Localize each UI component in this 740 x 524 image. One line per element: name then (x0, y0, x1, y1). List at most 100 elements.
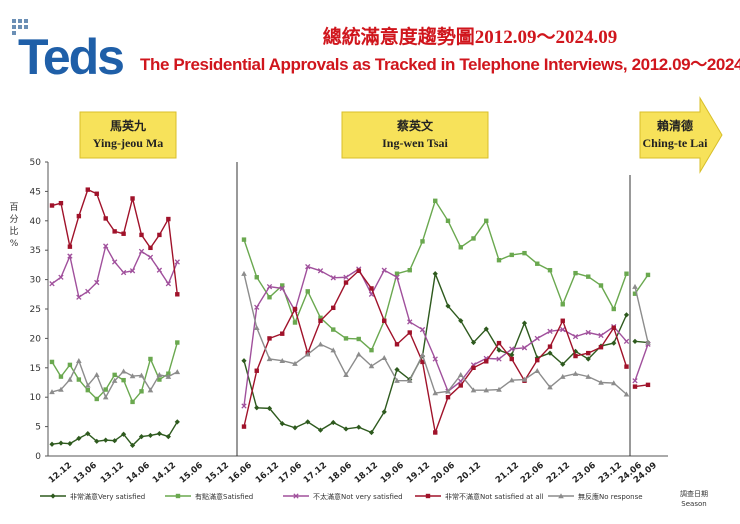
no-response-point (165, 373, 172, 379)
y-tick-label: 40 (30, 217, 42, 227)
no-response-point (138, 372, 145, 378)
x-tick-label: 15.12 (204, 461, 231, 486)
satisfied-point (356, 336, 361, 342)
not-satisfied-at-all-point (535, 357, 540, 363)
x-tick-label: 19.12 (405, 461, 432, 486)
not-very-satisfied-point (343, 274, 349, 280)
very-satisfied-point (483, 326, 489, 332)
no-response-point (521, 376, 528, 382)
very-satisfied-point (156, 431, 162, 437)
not-very-satisfied-point (547, 328, 553, 335)
satisfied-point (471, 236, 476, 241)
not-very-satisfied-point (111, 259, 118, 265)
very-satisfied-point (305, 419, 311, 425)
no-response-point (419, 352, 426, 358)
not-satisfied-at-all-point (85, 187, 90, 192)
no-response-point (76, 357, 82, 363)
satisfied-point (573, 270, 578, 276)
satisfied-point (560, 302, 565, 307)
no-response-point (93, 372, 100, 378)
very-satisfied-point (103, 437, 109, 443)
very-satisfied-point (496, 347, 502, 353)
x-tick-label: 13.06 (72, 461, 99, 486)
not-satisfied-at-all-point (331, 305, 336, 311)
no-response-point (572, 370, 579, 376)
not-satisfied-at-all-point (573, 353, 578, 359)
very-satisfied-point (76, 435, 82, 441)
no-response-point (147, 387, 154, 393)
not-satisfied-at-all-point (166, 216, 171, 222)
y-tick-label: 45 (30, 187, 41, 197)
satisfied-point (94, 396, 99, 402)
satisfied-point (458, 245, 463, 250)
no-response-point (534, 367, 541, 373)
no-response-point (585, 373, 592, 379)
legend: 非常滿意Very satisfied 有點滿意Satisfied 不太滿意Not v… (40, 492, 643, 501)
no-response-point (304, 351, 311, 357)
no-response-point (120, 368, 127, 374)
series-line (634, 274, 649, 295)
banner-ma-en: Ying-jeou Ma (93, 136, 164, 150)
very-satisfied-point (94, 438, 100, 444)
x-axis-label: 調查日期 Season (680, 489, 708, 508)
not-satisfied-at-all-point (103, 216, 108, 221)
satisfied-point (121, 377, 126, 383)
not-satisfied-at-all-point (67, 244, 73, 249)
no-response-point (129, 373, 136, 379)
satisfied-point (645, 272, 651, 278)
x-tick-label: 14.06 (125, 461, 152, 486)
banner-lai-zh: 賴清德 (657, 118, 693, 133)
x-tick-label: 20.12 (456, 461, 483, 486)
not-very-satisfied-point (560, 326, 566, 333)
x-tick-label: 20.06 (430, 461, 457, 486)
no-response-point (457, 372, 464, 378)
legend-label: 非常滿意Very satisfied (70, 492, 145, 501)
very-satisfied-point (85, 431, 91, 437)
not-very-satisfied-point (521, 345, 528, 351)
not-very-satisfied-point (174, 259, 180, 265)
not-very-satisfied-point (496, 356, 502, 362)
not-very-satisfied-point (165, 281, 172, 287)
satisfied-point (433, 198, 438, 204)
y-tick-label: 10 (30, 393, 42, 403)
not-satisfied-at-all-point (343, 280, 349, 285)
satisfied-point (112, 372, 117, 378)
very-satisfied-point (241, 358, 247, 364)
satisfied-point (611, 306, 616, 312)
not-satisfied-at-all-point (157, 232, 162, 238)
very-satisfied-point (585, 356, 591, 362)
y-tick-label: 20 (30, 334, 42, 344)
satisfied-point (509, 252, 514, 258)
not-satisfied-at-all-point (632, 384, 638, 389)
not-satisfied-at-all-point (624, 364, 629, 369)
satisfied-point (586, 274, 591, 279)
very-satisfied-point (138, 433, 145, 440)
no-response-point (394, 377, 400, 383)
no-response-point (623, 391, 630, 397)
very-satisfied-point (343, 426, 349, 432)
no-response-point (49, 389, 55, 395)
no-response-point (632, 283, 638, 289)
not-satisfied-at-all-point (369, 286, 374, 291)
very-satisfied-point (58, 440, 64, 446)
not-very-satisfied-point (266, 283, 273, 290)
no-response-point (241, 270, 247, 276)
x-tick-label: 22.12 (545, 461, 572, 486)
series-satisfied (49, 198, 651, 405)
very-satisfied-point (394, 366, 400, 373)
very-satisfied-point (112, 438, 118, 444)
y-axis-label: 百分比% (9, 202, 18, 249)
chart-title-english: The Presidential Approvals as Tracked in… (140, 55, 740, 74)
logo-dots (12, 19, 28, 35)
no-response-point (85, 382, 91, 388)
satisfied-point (148, 356, 153, 362)
not-very-satisfied-point (585, 329, 591, 336)
y-tick-label: 0 (35, 452, 41, 462)
satisfied-point (267, 295, 272, 300)
satisfied-point (85, 387, 90, 393)
not-satisfied-at-all-point (611, 325, 616, 331)
banner-tsai: 蔡英文 Ing-wen Tsai (341, 111, 489, 159)
no-response-point (58, 386, 64, 392)
not-satisfied-at-all-point (496, 340, 502, 346)
series-no-response (49, 270, 651, 400)
